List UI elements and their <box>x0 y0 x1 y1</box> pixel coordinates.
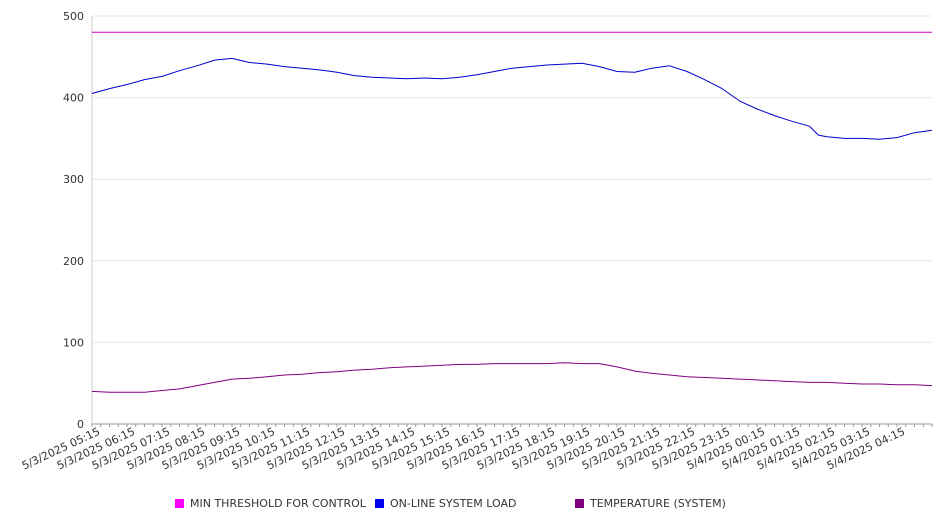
axes <box>91 16 933 427</box>
y-tick-label: 200 <box>63 255 84 268</box>
legend-item-min-threshold[interactable]: MIN THRESHOLD FOR CONTROL <box>175 497 366 510</box>
y-tick-label: 0 <box>77 418 84 431</box>
legend-swatch-temperature <box>575 499 584 508</box>
legend: MIN THRESHOLD FOR CONTROL ON-LINE SYSTEM… <box>0 497 946 515</box>
legend-swatch-min-threshold <box>175 499 184 508</box>
series-lines <box>91 31 933 393</box>
y-tick-label: 100 <box>63 336 84 349</box>
legend-label-min-threshold: MIN THRESHOLD FOR CONTROL <box>190 497 366 510</box>
legend-item-temperature[interactable]: TEMPERATURE (SYSTEM) <box>575 497 726 510</box>
x-axis-ticks: 5/3/2025 05:155/3/2025 06:155/3/2025 07:… <box>20 425 907 473</box>
legend-label-system-load: ON-LINE SYSTEM LOAD <box>390 497 517 510</box>
y-axis-ticks: 0 100 200 300 400 500 <box>63 10 84 431</box>
legend-item-system-load[interactable]: ON-LINE SYSTEM LOAD <box>375 497 516 510</box>
legend-swatch-system-load <box>375 499 384 508</box>
series-temperature <box>91 362 933 393</box>
y-tick-label: 300 <box>63 173 84 186</box>
grid <box>92 15 932 343</box>
legend-label-temperature: TEMPERATURE (SYSTEM) <box>590 497 726 510</box>
y-tick-label: 500 <box>63 10 84 23</box>
y-tick-label: 400 <box>63 92 84 105</box>
series-system-load <box>91 57 933 140</box>
